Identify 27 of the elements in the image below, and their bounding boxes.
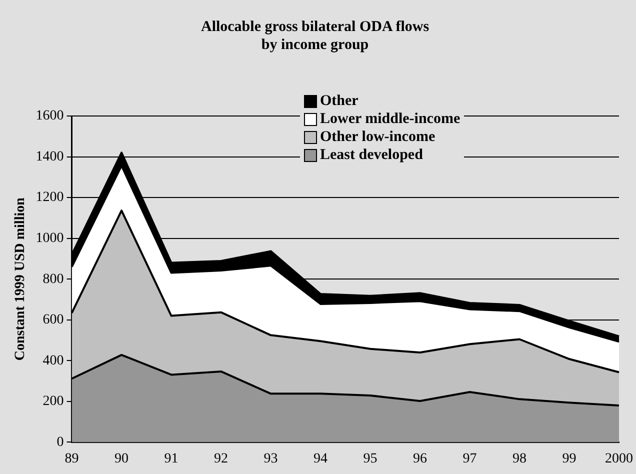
y-tick-label: 400 — [42, 353, 64, 368]
x-tick-label: 99 — [562, 451, 576, 466]
x-tick-label: 93 — [264, 451, 278, 466]
x-tick-label: 89 — [64, 451, 79, 466]
y-axis-title: Constant 1999 USD million — [13, 197, 28, 361]
y-tick-label: 600 — [42, 312, 64, 328]
y-tick-label: 1600 — [36, 108, 64, 124]
x-tick-label: 96 — [413, 451, 428, 466]
x-tick-label: 91 — [164, 451, 178, 466]
x-tick-label: 2000 — [605, 451, 633, 466]
x-tick-label: 95 — [363, 451, 378, 466]
x-tick-label: 98 — [512, 451, 527, 466]
x-tick-label: 94 — [314, 451, 328, 466]
legend-label: Least developed — [320, 146, 423, 164]
legend-label: Other low-income — [320, 128, 436, 146]
y-tick-label: 800 — [42, 272, 64, 287]
y-tick-label: 1000 — [36, 230, 64, 246]
y-tick-label: 1400 — [36, 149, 64, 164]
y-tick-label: 0 — [56, 434, 64, 450]
chart-title: Allocable gross bilateral ODA flows by income group — [200, 18, 430, 53]
x-tick-label: 90 — [114, 451, 129, 466]
legend-label: Lower middle-income — [320, 110, 460, 128]
x-tick-label: 92 — [214, 451, 228, 466]
y-tick-label: 1200 — [36, 190, 64, 206]
y-tick-label: 200 — [42, 394, 64, 410]
legend-label: Other — [320, 92, 358, 110]
x-tick-label: 97 — [462, 451, 477, 466]
